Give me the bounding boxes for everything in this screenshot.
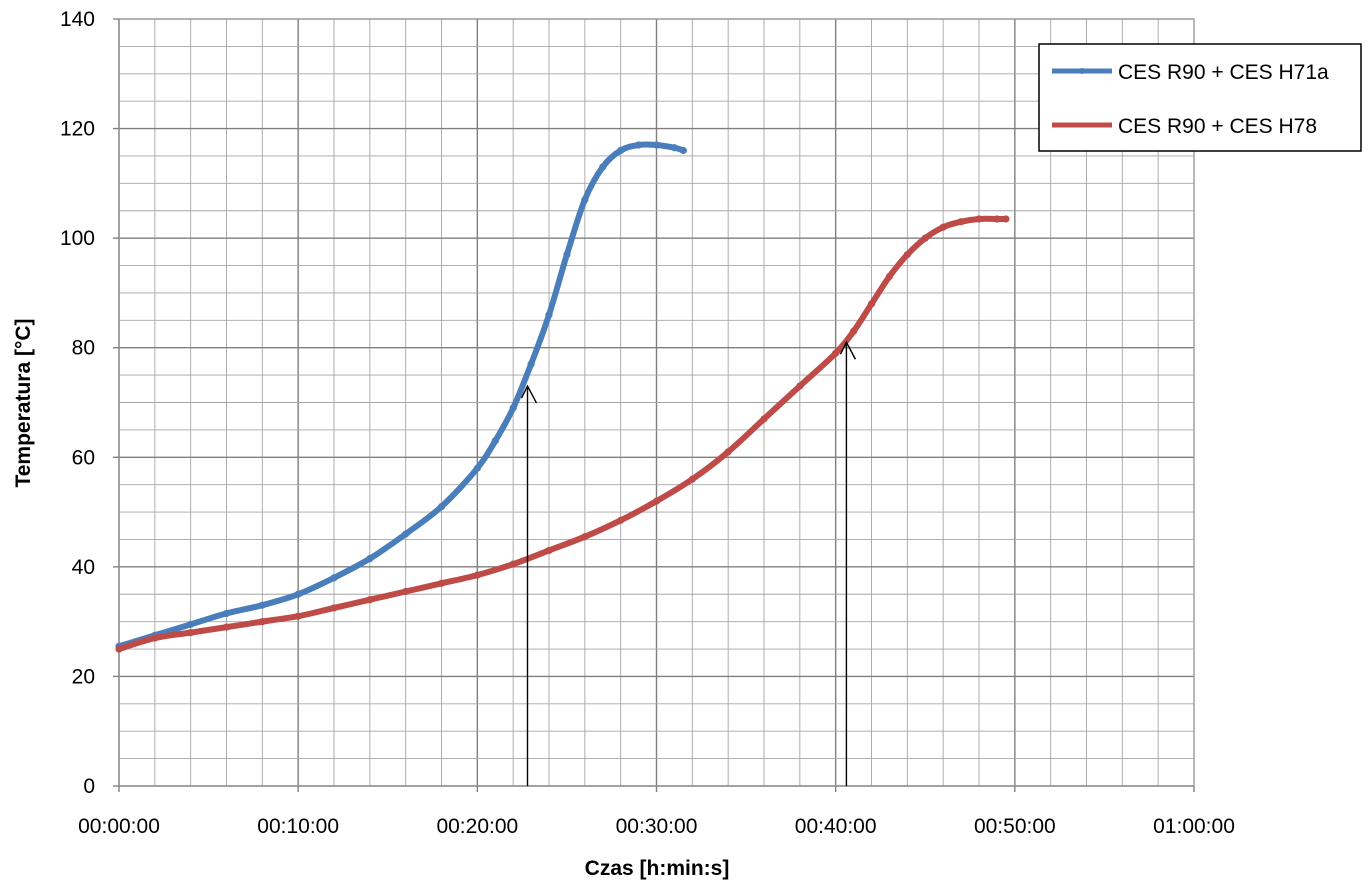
annotations <box>520 340 857 786</box>
data-point <box>258 601 266 609</box>
y-tick-label: 100 <box>60 227 95 250</box>
arrow-head <box>520 384 538 404</box>
data-point <box>581 533 589 541</box>
data-point <box>724 448 732 456</box>
data-point <box>885 272 894 281</box>
x-tick-labels: 00:00:00 00:10:00 00:20:00 00:30:00 00:40:00… <box>78 786 1235 838</box>
annotation-arrow-1 <box>520 384 538 786</box>
data-point <box>509 404 517 412</box>
data-point <box>634 141 643 149</box>
data-point <box>473 464 481 472</box>
data-point <box>670 144 679 152</box>
data-point <box>939 223 947 231</box>
data-point <box>957 218 965 226</box>
data-point <box>679 146 687 155</box>
series-line-1 <box>116 141 687 650</box>
data-point <box>652 141 661 149</box>
series-line-2 <box>116 215 1009 652</box>
data-point <box>760 415 768 423</box>
x-tick-label: 00:10:00 <box>257 815 339 838</box>
data-point <box>545 546 553 555</box>
data-point <box>437 502 446 511</box>
data-point <box>599 163 607 171</box>
data-point <box>563 250 571 259</box>
data-point <box>867 300 876 308</box>
grid <box>118 18 1195 787</box>
data-point <box>975 215 983 223</box>
x-tick-label: 00:00:00 <box>78 815 160 838</box>
data-point <box>617 516 625 524</box>
x-tick-label: 00:20:00 <box>436 815 518 838</box>
y-tick-label: 120 <box>60 118 95 141</box>
x-tick-label: 00:50:00 <box>974 815 1056 838</box>
series-1 <box>115 141 687 650</box>
annotation-arrow-2 <box>839 340 857 786</box>
x-tick-label: 01:00:00 <box>1153 815 1235 838</box>
y-tick-label: 0 <box>83 775 95 798</box>
data-point <box>796 382 804 390</box>
y-tick-label: 20 <box>72 665 95 688</box>
y-tick-label: 80 <box>72 337 95 360</box>
x-axis-title: Czas [h:min:s] <box>585 857 730 880</box>
data-point <box>366 596 374 604</box>
data-point <box>402 530 410 538</box>
legend-box <box>1038 43 1362 152</box>
data-point <box>688 475 696 483</box>
data-point <box>330 574 338 582</box>
data-point <box>187 620 195 628</box>
legend-label-series-2: CES R90 + CES H78 <box>1118 115 1317 138</box>
series-2 <box>115 215 1010 653</box>
legend: CES R90 + CES H71a CES R90 + CES H78 <box>1038 43 1362 152</box>
data-point <box>527 360 535 368</box>
legend-label-series-1: CES R90 + CES H71a <box>1118 61 1329 84</box>
data-point <box>1002 215 1010 223</box>
data-point <box>473 571 481 579</box>
data-point <box>330 604 338 612</box>
x-tick-label: 00:30:00 <box>616 815 698 838</box>
data-point <box>258 618 266 626</box>
arrow-head <box>839 340 857 360</box>
y-tick-label: 40 <box>72 556 95 579</box>
data-point <box>491 437 499 445</box>
data-point <box>652 497 661 505</box>
data-point <box>849 327 858 335</box>
data-point <box>366 555 374 563</box>
y-axis-title: Temperatura [°C] <box>12 318 35 487</box>
data-point <box>832 349 840 357</box>
data-point <box>993 215 1001 223</box>
y-tick-label: 60 <box>72 446 95 469</box>
data-point <box>222 623 231 631</box>
data-point <box>151 634 159 642</box>
data-point <box>294 590 302 598</box>
data-point <box>294 612 302 620</box>
data-point <box>509 560 517 568</box>
data-point <box>903 250 911 259</box>
data-point <box>115 645 123 653</box>
x-tick-label: 00:40:00 <box>795 815 877 838</box>
legend-marker-series-1 <box>1079 68 1085 74</box>
y-tick-labels: 0 20 40 60 80 100 120 140 <box>60 8 119 798</box>
data-point <box>921 234 929 242</box>
data-point <box>187 629 195 637</box>
data-point <box>545 311 553 319</box>
data-point <box>437 579 446 587</box>
data-point <box>402 587 410 596</box>
series <box>115 141 1010 653</box>
data-point <box>581 196 589 204</box>
data-point <box>617 146 625 155</box>
data-point <box>222 609 231 618</box>
y-tick-label: 140 <box>60 8 95 31</box>
